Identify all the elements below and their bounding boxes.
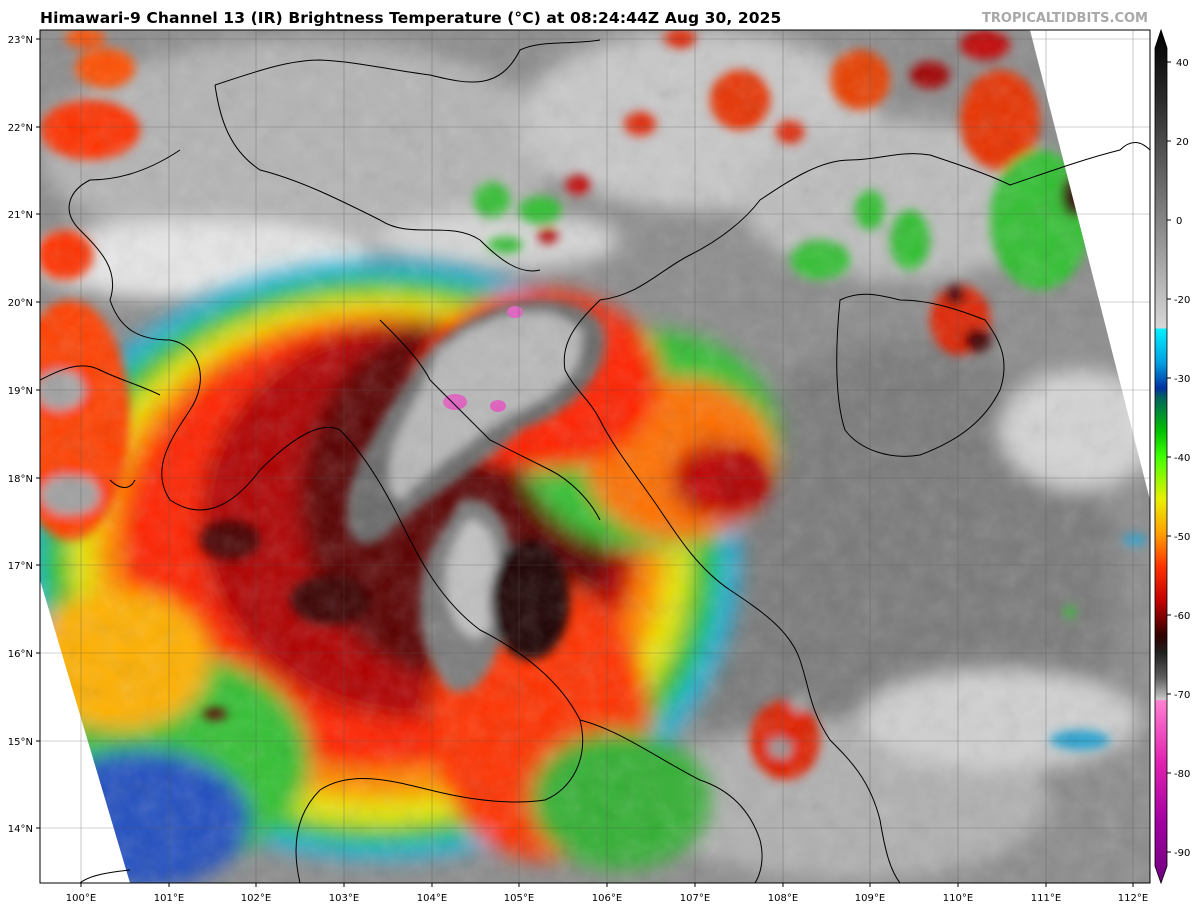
imagery-layer — [40, 30, 1150, 883]
lat-label-23: 23°N — [8, 35, 33, 46]
lat-label-22: 22°N — [8, 123, 33, 134]
colorbar-label-neg40: -40 — [1174, 453, 1190, 464]
lon-label-112: 112°E — [1118, 893, 1148, 904]
colorbar-label-neg20: -20 — [1174, 295, 1190, 306]
lat-label-14: 14°N — [8, 824, 33, 835]
lon-axis: 100°E 101°E 102°E 103°E 104°E 105°E 106°… — [66, 883, 1148, 904]
colorbar-label-neg50: -50 — [1174, 532, 1190, 543]
colorbar-scale — [1154, 28, 1168, 885]
coastlines-borders — [40, 39, 1150, 883]
credit-text: TROPICALTIDBITS.COM — [982, 11, 1148, 26]
lon-label-111: 111°E — [1031, 893, 1061, 904]
colorbar-label-40: 40 — [1176, 58, 1189, 69]
lon-label-108: 108°E — [768, 893, 798, 904]
lon-label-102: 102°E — [241, 893, 271, 904]
colorbar-label-neg90: -90 — [1174, 848, 1190, 859]
lat-label-18: 18°N — [8, 474, 33, 485]
map-title: Himawari-9 Channel 13 (IR) Brightness Te… — [40, 9, 782, 27]
gridlines — [40, 30, 1150, 883]
lat-label-20: 20°N — [8, 298, 33, 309]
lon-label-109: 109°E — [855, 893, 885, 904]
lon-label-100: 100°E — [66, 893, 96, 904]
lon-label-105: 105°E — [504, 893, 534, 904]
lon-label-101: 101°E — [154, 893, 184, 904]
colorbar-label-neg80: -80 — [1174, 769, 1190, 780]
lon-label-106: 106°E — [592, 893, 622, 904]
colorbar: 40 20 0 -20 -30 -40 -50 -60 -70 -80 -90 — [1154, 28, 1190, 885]
lon-label-107: 107°E — [680, 893, 710, 904]
lat-label-19: 19°N — [8, 386, 33, 397]
colorbar-label-neg60: -60 — [1174, 611, 1190, 622]
lat-axis: 14°N 15°N 16°N 17°N 18°N 19°N 20°N 21°N … — [8, 35, 40, 835]
lat-label-17: 17°N — [8, 561, 33, 572]
colorbar-label-neg70: -70 — [1174, 690, 1190, 701]
lon-label-110: 110°E — [943, 893, 973, 904]
lon-label-104: 104°E — [417, 893, 447, 904]
lat-label-21: 21°N — [8, 210, 33, 221]
colorbar-label-0: 0 — [1176, 216, 1182, 227]
lat-label-15: 15°N — [8, 737, 33, 748]
plot-frame — [39, 29, 1151, 884]
colorbar-label-20: 20 — [1176, 137, 1189, 148]
lat-label-16: 16°N — [8, 649, 33, 660]
colorbar-label-neg30: -30 — [1174, 374, 1190, 385]
lon-label-103: 103°E — [329, 893, 359, 904]
